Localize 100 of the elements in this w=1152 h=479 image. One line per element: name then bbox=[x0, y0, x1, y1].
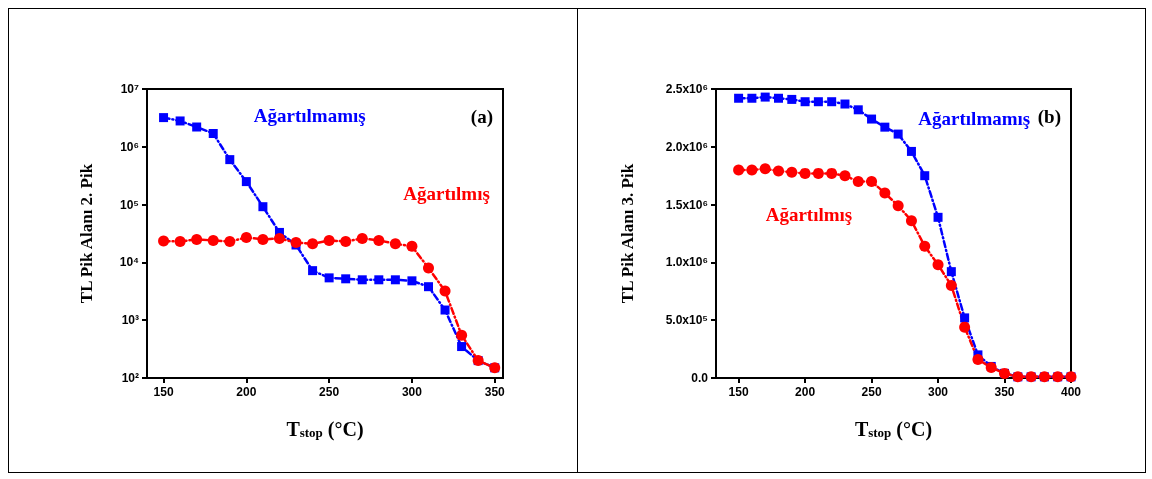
point bbox=[273, 232, 285, 244]
point bbox=[406, 240, 418, 252]
point bbox=[893, 129, 903, 139]
point bbox=[812, 167, 824, 179]
point bbox=[840, 99, 850, 109]
point bbox=[852, 175, 864, 187]
point bbox=[423, 262, 434, 274]
series-label: Ağartılmamış bbox=[253, 105, 366, 127]
point bbox=[853, 105, 863, 115]
point bbox=[759, 163, 771, 175]
x-tick-label: 300 bbox=[401, 385, 423, 399]
point bbox=[905, 215, 917, 227]
point bbox=[241, 177, 251, 187]
point bbox=[945, 280, 957, 292]
x-tick-label: 150 bbox=[728, 385, 749, 399]
y-tick-label: 10⁵ bbox=[120, 197, 139, 212]
y-tick-label: 2.0x10⁶ bbox=[665, 139, 708, 154]
point bbox=[919, 240, 931, 252]
point bbox=[159, 113, 169, 123]
point bbox=[867, 114, 877, 124]
point bbox=[880, 122, 890, 132]
point bbox=[390, 275, 400, 285]
point bbox=[839, 170, 851, 182]
point bbox=[456, 329, 468, 341]
x-tick-label: 250 bbox=[319, 385, 340, 399]
point bbox=[158, 235, 170, 247]
point bbox=[340, 235, 352, 247]
point bbox=[373, 234, 385, 246]
y-tick-label: 10⁷ bbox=[120, 82, 140, 96]
x-tick-label: 150 bbox=[153, 385, 174, 399]
point bbox=[933, 212, 943, 222]
series-label: Ağartılmamış bbox=[918, 108, 1031, 130]
annotation: (b) bbox=[1037, 106, 1062, 128]
point bbox=[906, 146, 916, 156]
point bbox=[733, 164, 745, 176]
x-tick-label: 200 bbox=[795, 385, 816, 399]
y-axis-title: TL Pik Alanı 2. Pik bbox=[77, 163, 96, 304]
series-label: Ağartılmış bbox=[403, 183, 490, 205]
point bbox=[932, 259, 944, 271]
point bbox=[341, 274, 351, 284]
point bbox=[240, 231, 252, 243]
point bbox=[920, 171, 930, 181]
point bbox=[786, 166, 798, 178]
y-tick-label: 10³ bbox=[121, 313, 139, 328]
y-tick-label: 10² bbox=[121, 371, 139, 385]
point bbox=[773, 165, 784, 177]
y-tick-label: 10⁴ bbox=[119, 255, 140, 270]
point bbox=[892, 200, 904, 212]
point bbox=[826, 167, 838, 179]
point bbox=[323, 234, 335, 246]
point bbox=[174, 235, 186, 247]
point bbox=[866, 175, 878, 187]
point bbox=[423, 282, 433, 292]
point bbox=[959, 321, 971, 333]
point bbox=[224, 235, 236, 247]
x-tick-label: 400 bbox=[1060, 385, 1082, 399]
point bbox=[760, 92, 770, 102]
point bbox=[208, 128, 218, 138]
y-tick-label: 1.0x10⁶ bbox=[665, 255, 708, 270]
point bbox=[374, 275, 384, 285]
point bbox=[257, 233, 269, 245]
series-label: Ağartılmış bbox=[765, 203, 853, 225]
point bbox=[407, 276, 417, 286]
x-tick-label: 250 bbox=[861, 385, 882, 399]
x-tick-label: 300 bbox=[928, 385, 949, 399]
point bbox=[175, 116, 185, 126]
x-axis-title: Tstop (°C) bbox=[854, 417, 933, 441]
x-axis-title: Tstop (°C) bbox=[286, 417, 364, 441]
point bbox=[357, 275, 367, 285]
point bbox=[389, 238, 401, 250]
point bbox=[972, 354, 984, 365]
point bbox=[946, 267, 956, 277]
point bbox=[813, 97, 823, 107]
point bbox=[440, 305, 450, 315]
point bbox=[800, 97, 810, 107]
point bbox=[799, 167, 811, 179]
y-tick-label: 5.0x10⁵ bbox=[665, 313, 708, 328]
point bbox=[324, 273, 334, 283]
y-tick-label: 2.5x10⁶ bbox=[665, 82, 708, 96]
y-axis-title: TL Pik Alanı 3. Pik bbox=[618, 163, 637, 304]
x-tick-label: 350 bbox=[994, 385, 1015, 399]
point bbox=[827, 97, 837, 107]
y-tick-label: 1.5x10⁶ bbox=[665, 197, 708, 212]
y-tick-label: 10⁶ bbox=[120, 139, 139, 154]
point bbox=[258, 202, 268, 212]
point bbox=[747, 93, 757, 103]
point bbox=[308, 266, 318, 276]
point bbox=[773, 93, 783, 103]
point bbox=[207, 234, 219, 246]
point bbox=[879, 187, 891, 199]
point bbox=[960, 313, 970, 323]
point bbox=[192, 122, 202, 132]
point bbox=[787, 94, 797, 104]
x-tick-label: 350 bbox=[484, 385, 506, 399]
point bbox=[356, 232, 368, 244]
point bbox=[191, 233, 203, 245]
point bbox=[439, 285, 451, 297]
point bbox=[734, 93, 744, 103]
y-tick-label: 0.0 bbox=[691, 371, 709, 385]
point bbox=[457, 342, 467, 352]
